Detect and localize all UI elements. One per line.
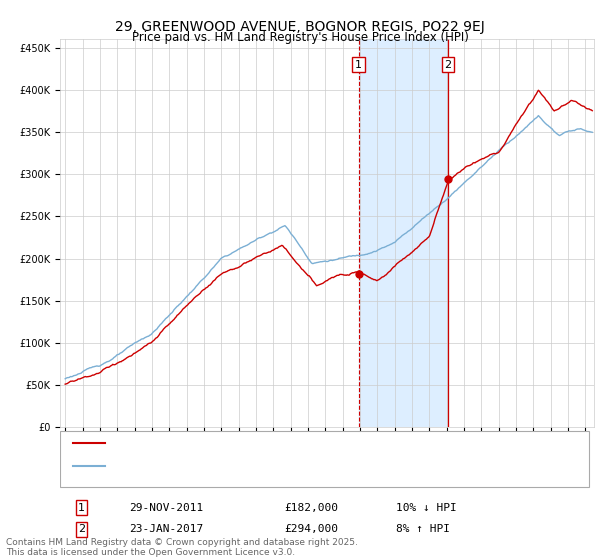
Text: 1: 1 — [355, 59, 362, 69]
Text: 23-JAN-2017: 23-JAN-2017 — [130, 524, 203, 534]
FancyBboxPatch shape — [60, 431, 589, 487]
Text: 2: 2 — [444, 59, 451, 69]
Text: 8% ↑ HPI: 8% ↑ HPI — [397, 524, 451, 534]
Text: Price paid vs. HM Land Registry's House Price Index (HPI): Price paid vs. HM Land Registry's House … — [131, 31, 469, 44]
Bar — [359, 39, 448, 427]
Text: 29-NOV-2011: 29-NOV-2011 — [130, 502, 203, 512]
Text: 29, GREENWOOD AVENUE, BOGNOR REGIS, PO22 9EJ: 29, GREENWOOD AVENUE, BOGNOR REGIS, PO22… — [115, 20, 485, 34]
Text: £182,000: £182,000 — [284, 502, 338, 512]
Text: Contains HM Land Registry data © Crown copyright and database right 2025.
This d: Contains HM Land Registry data © Crown c… — [6, 538, 358, 557]
Text: HPI: Average price, semi-detached house, Arun: HPI: Average price, semi-detached house,… — [111, 461, 357, 472]
Text: 29, GREENWOOD AVENUE, BOGNOR REGIS, PO22 9EJ (semi-detached house): 29, GREENWOOD AVENUE, BOGNOR REGIS, PO22… — [111, 438, 512, 448]
Text: £294,000: £294,000 — [284, 524, 338, 534]
Text: 10% ↓ HPI: 10% ↓ HPI — [397, 502, 457, 512]
Text: 2: 2 — [78, 524, 85, 534]
Text: 1: 1 — [78, 502, 85, 512]
